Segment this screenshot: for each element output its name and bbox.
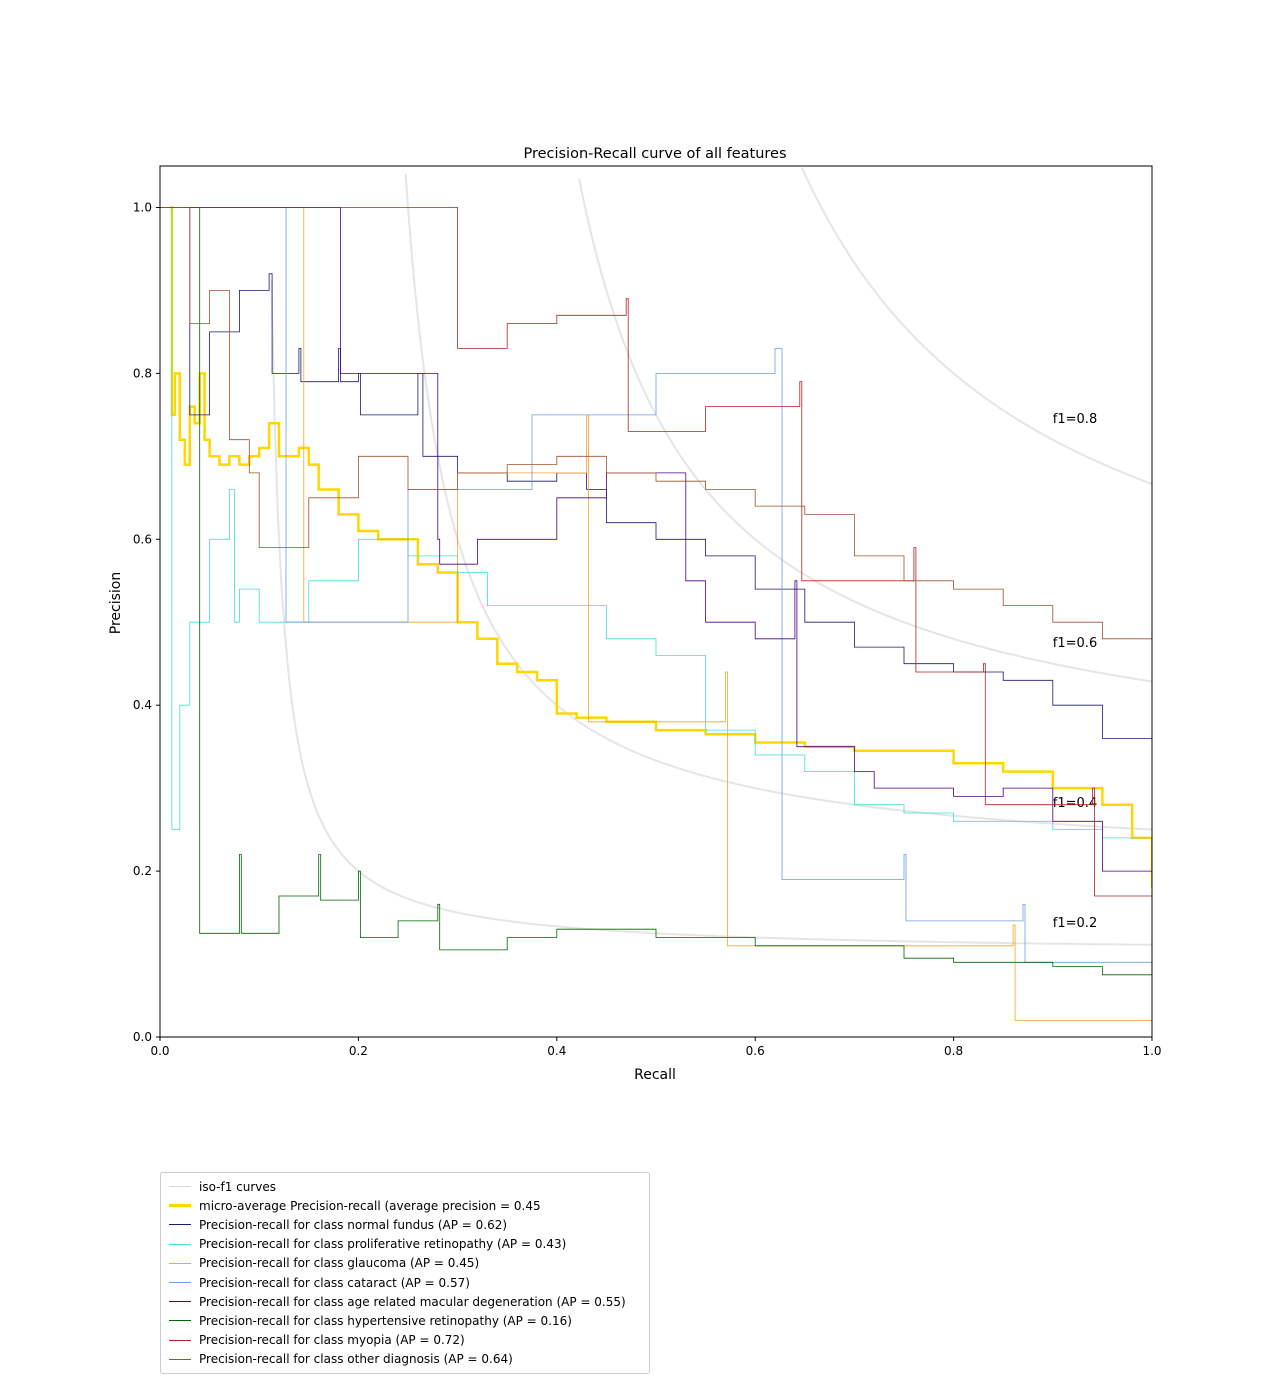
legend-entry: Precision-recall for class glaucoma (AP … [161, 1254, 649, 1273]
legend-label: Precision-recall for class other diagnos… [199, 1352, 513, 1367]
legend-label: Precision-recall for class normal fundus… [199, 1217, 508, 1232]
iso-f1-curve [404, 173, 1152, 831]
legend-label: micro-average Precision-recall (average … [199, 1198, 541, 1213]
iso-f1-label: f1=0.4 [1053, 796, 1097, 811]
legend-swatch [169, 1358, 191, 1360]
iso-f1-curves: f1=0.2 f1=0.4 f1=0.6 f1=0.8 [270, 167, 1152, 946]
legend-label: Precision-recall for class glaucoma (AP … [199, 1256, 480, 1271]
iso-f1-label: f1=0.2 [1053, 916, 1097, 931]
series-line [160, 207, 1152, 739]
series-line [160, 207, 1152, 1021]
iso-f1-label: f1=0.6 [1053, 636, 1097, 651]
series-line [160, 207, 1152, 897]
chart-title: Precision-Recall curve of all features [523, 146, 786, 162]
x-tick-label: 0.6 [746, 1044, 765, 1058]
iso-f1-curve [800, 167, 1152, 485]
legend-label: Precision-recall for class myopia (AP = … [199, 1333, 465, 1348]
legend-label: Precision-recall for class cataract (AP … [199, 1275, 470, 1290]
y-tick-label: 0.4 [133, 698, 152, 712]
y-tick-label: 0.0 [133, 1030, 152, 1044]
plot-frame [159, 165, 1153, 1038]
series-line [169, 207, 1152, 855]
axes: 0.0 0.2 0.4 0.6 0.8 1.0 0.0 0.2 0.4 0.6 0.8 1.0 [133, 165, 1162, 1058]
y-tick-label: 0.8 [133, 366, 152, 380]
legend-swatch [169, 1186, 191, 1188]
x-tick-label: 0.4 [547, 1044, 566, 1058]
pr-chart: Precision-Recall curve of all features f… [108, 146, 1162, 1083]
series-line [160, 207, 1152, 656]
y-axis-label: Precision [108, 572, 124, 634]
legend-label: iso-f1 curves [199, 1179, 277, 1194]
x-axis-label: Recall [634, 1067, 676, 1083]
legend-swatch [169, 1224, 191, 1226]
series-line [169, 206, 1152, 888]
legend-swatch [169, 1243, 191, 1245]
legend-swatch [169, 1320, 191, 1322]
iso-f1-curve [270, 279, 1152, 946]
legend-label: Precision-recall for class hypertensive … [199, 1313, 572, 1328]
y-tick-label: 1.0 [133, 200, 152, 214]
legend-swatch [169, 1282, 191, 1284]
legend-entry: Precision-recall for class other diagnos… [161, 1350, 649, 1369]
legend-swatch [169, 1301, 191, 1303]
y-tick-label: 0.2 [133, 864, 152, 878]
legend-swatch [169, 1339, 191, 1341]
legend-entry: Precision-recall for class cataract (AP … [161, 1273, 649, 1292]
iso-f1-curve [578, 178, 1152, 683]
legend-swatch [169, 1262, 191, 1264]
iso-f1-label: f1=0.8 [1053, 412, 1097, 427]
x-tick-label: 0.2 [349, 1044, 368, 1058]
y-tick-label: 0.6 [133, 532, 152, 546]
legend-entry: micro-average Precision-recall (average … [161, 1196, 649, 1215]
legend-swatch [169, 1204, 191, 1208]
series-line [160, 207, 1152, 979]
series-line [160, 207, 1152, 963]
legend-entry: Precision-recall for class age related m… [161, 1292, 649, 1311]
legend-entry: Precision-recall for class hypertensive … [161, 1311, 649, 1330]
legend-entry: Precision-recall for class normal fundus… [161, 1215, 649, 1234]
legend-entry: Precision-recall for class myopia (AP = … [161, 1331, 649, 1350]
legend-entry: Precision-recall for class proliferative… [161, 1235, 649, 1254]
legend-label: Precision-recall for class proliferative… [199, 1237, 567, 1252]
x-tick-label: 1.0 [1142, 1044, 1161, 1058]
legend-label: Precision-recall for class age related m… [199, 1294, 626, 1309]
x-tick-label: 0.0 [150, 1044, 169, 1058]
series-line [160, 207, 1152, 971]
series-lines [160, 206, 1152, 1021]
legend: iso-f1 curves micro-average Precision-rec… [160, 1172, 650, 1374]
legend-entry: iso-f1 curves [161, 1177, 649, 1196]
x-tick-label: 0.8 [944, 1044, 963, 1058]
